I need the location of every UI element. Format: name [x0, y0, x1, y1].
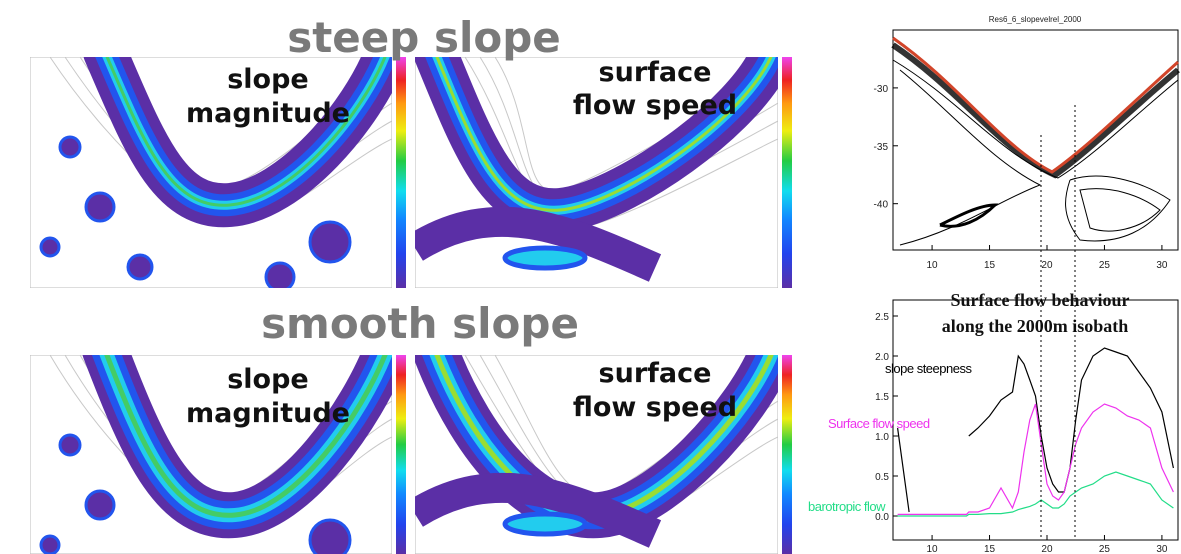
x-tick-label: 20	[1041, 260, 1053, 271]
x-tick-label: 30	[1156, 260, 1168, 271]
colorbar	[782, 57, 792, 288]
panel-label: flow speed	[573, 392, 737, 423]
y-tick-label: -30	[874, 84, 889, 95]
slide: steep slope smooth slope slope magnitude…	[0, 0, 1181, 554]
x-tick-label: 20	[1041, 544, 1053, 554]
panel-label: flow speed	[573, 90, 737, 121]
x-tick-label: 15	[984, 544, 996, 554]
y-tick-label: -40	[874, 200, 889, 211]
panel-label: magnitude	[186, 398, 350, 429]
slope-blob	[41, 536, 59, 554]
map-panel	[30, 350, 392, 554]
slope-blob	[310, 520, 350, 554]
legend-label: slope steepness	[885, 361, 972, 376]
map-title: Res6_6_slopevelrel_2000	[989, 15, 1082, 24]
y-tick-label: 2.5	[875, 312, 889, 323]
x-tick-label: 15	[984, 260, 996, 271]
y-tick-label: 1.0	[875, 432, 889, 443]
slope-blob	[60, 435, 80, 455]
colorbar	[396, 57, 406, 288]
slope-blob	[310, 222, 350, 262]
row-title: steep slope	[287, 13, 561, 62]
chart-title: Surface flow behaviour	[951, 290, 1130, 310]
x-tick-label: 30	[1156, 544, 1168, 554]
map-panel	[415, 52, 778, 288]
legend-label: Surface flow speed	[828, 416, 930, 431]
flow-blob	[505, 514, 585, 534]
y-tick-label: 1.5	[875, 392, 889, 403]
colorbar	[782, 355, 792, 554]
map-panel	[30, 52, 392, 291]
chart-subtitle: along the 2000m isobath	[942, 316, 1129, 336]
x-tick-label: 25	[1099, 260, 1111, 271]
contour-map	[893, 30, 1178, 250]
panel-label: surface	[599, 358, 712, 389]
x-tick-label: 25	[1099, 544, 1111, 554]
slope-blob	[86, 193, 114, 221]
legend-label: barotropic flow	[808, 499, 886, 514]
slope-blob	[86, 491, 114, 519]
x-tick-label: 10	[927, 260, 939, 271]
slope-blob	[41, 238, 59, 256]
y-tick-label: 0.5	[875, 472, 889, 483]
x-tick-label: 10	[927, 544, 939, 554]
slope-blob	[128, 255, 152, 279]
panel-label: slope	[227, 364, 309, 395]
panel-label: surface	[599, 57, 712, 88]
line-chart	[893, 300, 1178, 540]
row-title: smooth slope	[261, 299, 579, 348]
colorbar	[396, 355, 406, 554]
flow-blob	[505, 248, 585, 268]
y-tick-label: -35	[874, 142, 889, 153]
panel-label: magnitude	[186, 98, 350, 129]
slope-blob	[60, 137, 80, 157]
panel-label: slope	[227, 64, 309, 95]
map-panel	[415, 350, 778, 554]
slope-blob	[266, 263, 294, 291]
